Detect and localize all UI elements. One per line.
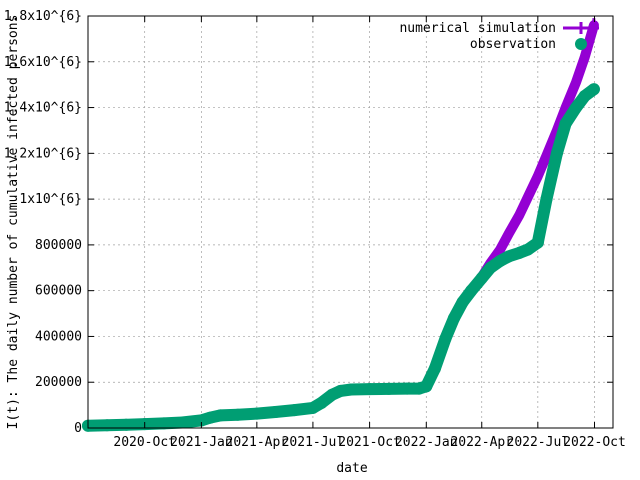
simulation-line: [83, 20, 599, 431]
y-tick-label: 1.4x10^{6}: [4, 101, 82, 116]
observation-point: [456, 296, 469, 309]
observation-point: [214, 409, 227, 422]
x-tick-label: 2021-Jul: [282, 435, 345, 450]
observation-point: [288, 404, 301, 417]
observation-point: [578, 90, 591, 103]
x-axis: 2020-Oct2021-Jan2021-Apr2021-Jul2021-Oct…: [113, 16, 626, 450]
observation-point: [250, 407, 263, 420]
x-axis-label: date: [336, 461, 367, 476]
legend-observation-marker: [575, 38, 587, 50]
observation-point: [540, 193, 553, 206]
observation-point: [570, 101, 583, 114]
observation-point: [101, 419, 114, 432]
grid: [88, 16, 613, 428]
observation-point: [521, 243, 534, 256]
y-tick-label: 1.6x10^{6}: [4, 55, 82, 70]
x-tick-label: 2021-Apr: [226, 435, 289, 450]
observation-point: [420, 380, 433, 393]
x-tick-label: 2020-Oct: [113, 435, 176, 450]
observation-point: [363, 383, 376, 396]
x-tick-label: 2022-Apr: [450, 435, 513, 450]
legend-label: numerical simulation: [399, 21, 556, 36]
x-tick-label: 2022-Oct: [563, 435, 626, 450]
x-tick-label: 2021-Oct: [338, 435, 401, 450]
observation-point: [428, 362, 441, 375]
x-tick-label: 2022-Jan: [395, 435, 458, 450]
y-tick-label: 800000: [35, 238, 82, 253]
x-tick-label: 2022-Jul: [507, 435, 570, 450]
observation-point: [559, 117, 572, 130]
observation-point: [401, 382, 414, 395]
y-axis: 0 200000 400000 600000 800000 1x10^{6} 1.2x10^…: [4, 9, 613, 436]
observation-point: [531, 236, 544, 249]
y-tick-label: 0: [74, 421, 82, 436]
observation-point: [269, 405, 282, 418]
observation-point: [587, 83, 600, 96]
observation-point: [176, 416, 189, 429]
observation-point: [231, 408, 244, 421]
series-group: [83, 18, 599, 431]
y-axis-label: I(t): The daily number of cumulative inf…: [6, 15, 21, 430]
series-layer: [82, 18, 600, 432]
observation-point: [502, 250, 515, 263]
observation-point: [439, 332, 452, 345]
legend-label: observation: [470, 37, 556, 52]
observation-point: [204, 411, 217, 424]
observation-point: [550, 147, 563, 160]
y-tick-label: 200000: [35, 375, 82, 390]
observation-point: [345, 383, 358, 396]
y-tick-label: 1.2x10^{6}: [4, 146, 82, 161]
x-tick-label: 2021-Jan: [170, 435, 233, 450]
observation-point: [120, 418, 133, 431]
observation-point: [448, 312, 461, 325]
y-tick-label: 400000: [35, 329, 82, 344]
series-group: [82, 83, 600, 432]
observation-point: [484, 261, 497, 274]
observation-point: [334, 384, 347, 397]
observation-point: [315, 396, 328, 409]
observation-point: [382, 382, 395, 395]
y-tick-label: 1.8x10^{6}: [4, 9, 82, 24]
y-tick-label: 1x10^{6}: [19, 192, 82, 207]
observation-point: [157, 417, 170, 430]
plot-frame: [87, 15, 614, 429]
observation-point: [475, 272, 488, 285]
observation-point: [465, 284, 478, 297]
y-tick-label: 600000: [35, 284, 82, 299]
